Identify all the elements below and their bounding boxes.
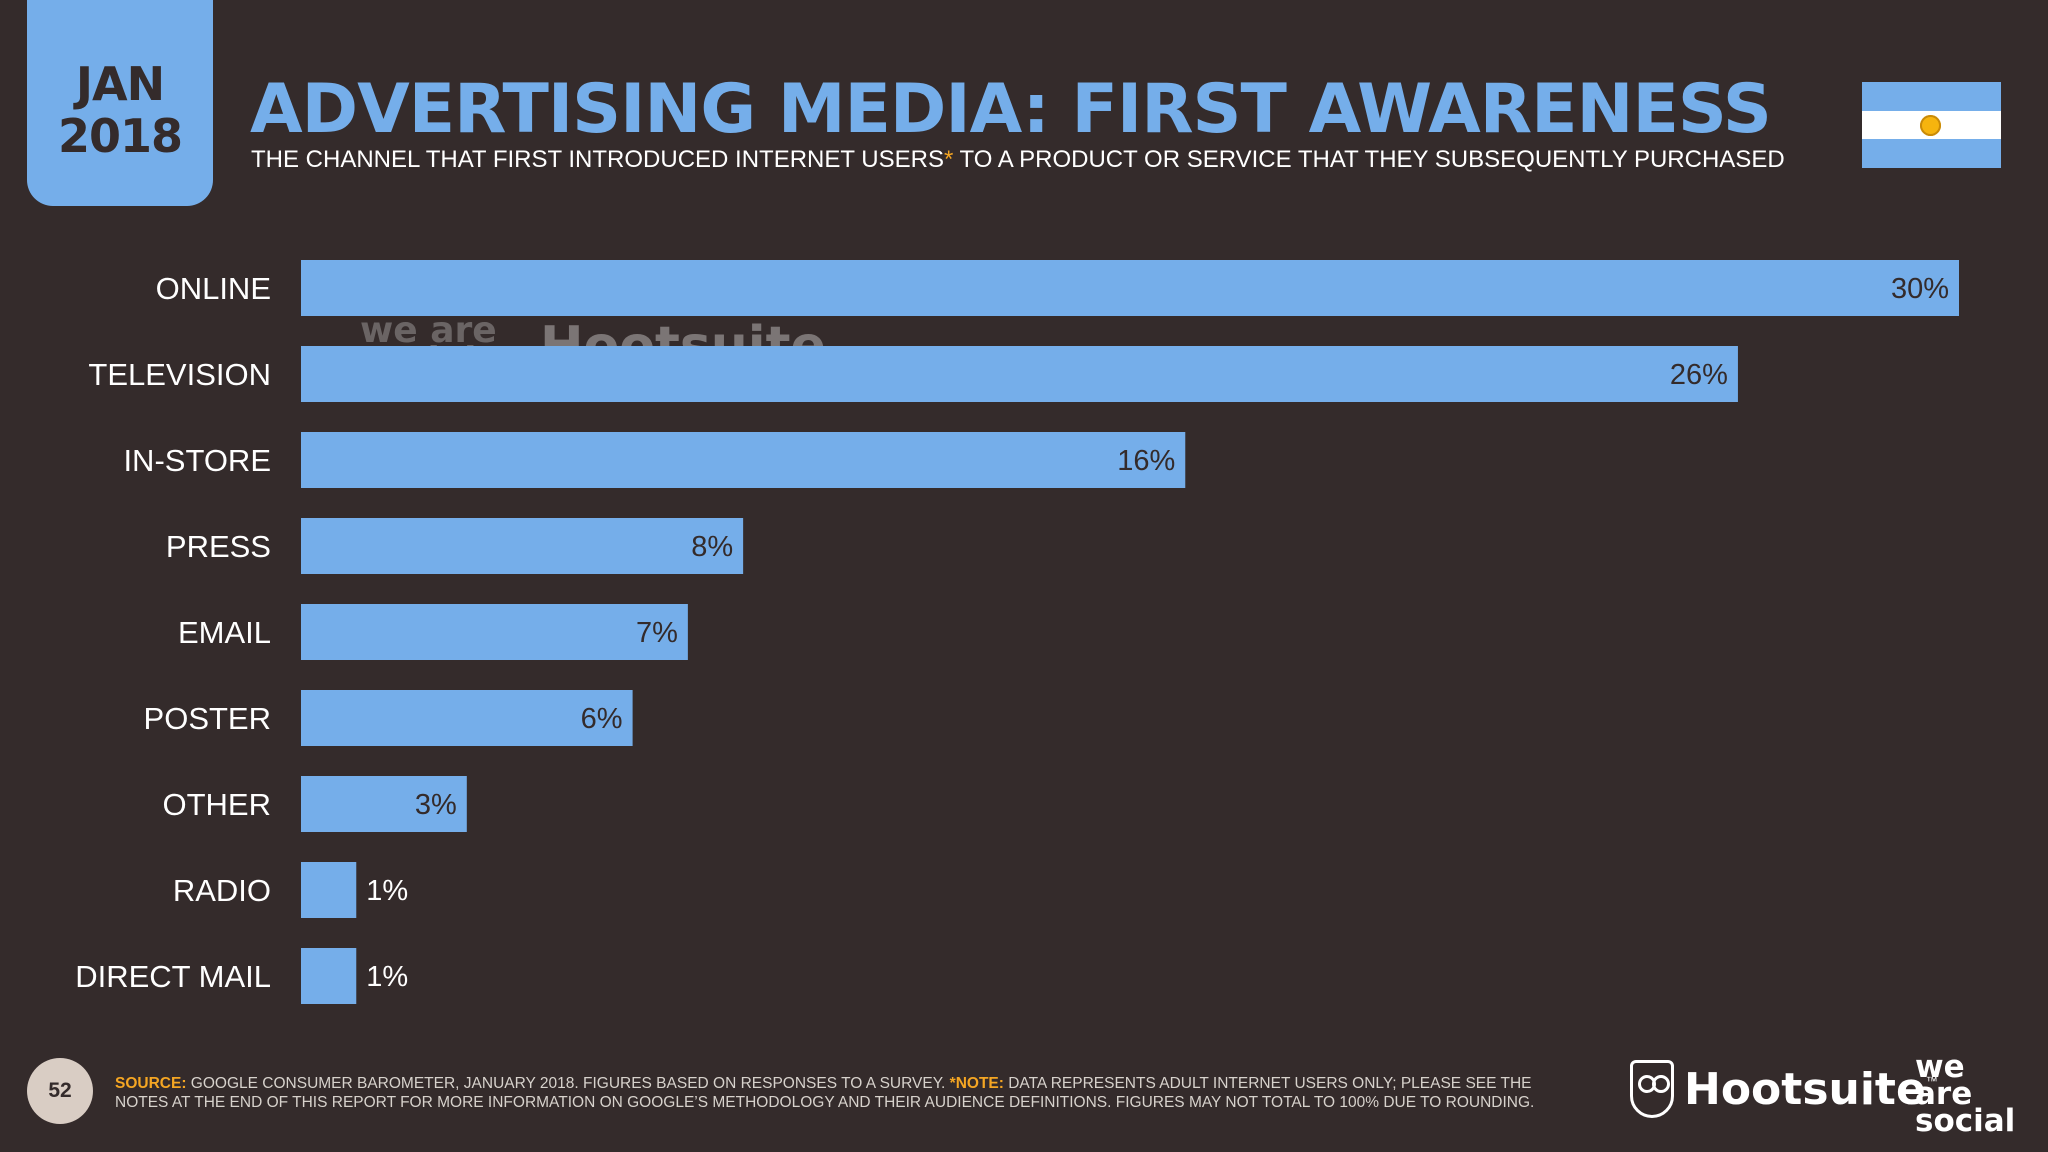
subtitle-asterisk: * — [943, 146, 954, 173]
page-subtitle: THE CHANNEL THAT FIRST INTRODUCED INTERN… — [251, 146, 1785, 174]
date-month: JAN — [75, 57, 165, 111]
bar-online — [301, 260, 1959, 316]
category-label: EMAIL — [178, 615, 271, 650]
category-label: IN-STORE — [123, 443, 271, 478]
note-text: DATA REPRESENTS ADULT INTERNET USERS ONL… — [115, 1075, 1535, 1111]
bar-in-store — [301, 432, 1186, 488]
flag-sun-icon — [1920, 115, 1941, 136]
argentina-flag-icon — [1862, 82, 2001, 168]
subtitle-text-start: THE CHANNEL THAT FIRST INTRODUCED INTERN… — [251, 146, 944, 173]
category-label: ONLINE — [156, 271, 271, 306]
date-tab: JAN 2018 — [27, 0, 213, 206]
bar-radio — [301, 862, 357, 918]
bar-other — [301, 776, 467, 832]
value-label: 8% — [691, 531, 733, 563]
page-title: ADVERTISING MEDIA: FIRST AWARENESS — [250, 70, 1772, 149]
hootsuite-logo: Hootsuite ™ — [1630, 1060, 1938, 1118]
was-logo-line-1: we — [1915, 1049, 1965, 1085]
value-label: 26% — [1670, 359, 1728, 391]
owl-icon — [1630, 1060, 1674, 1118]
was-logo-line-3: social — [1915, 1103, 2016, 1139]
value-label: 1% — [366, 961, 408, 993]
category-label: RADIO — [173, 873, 271, 908]
bar-television — [301, 346, 1738, 402]
source-label: SOURCE: — [115, 1075, 187, 1092]
was-logo-line-2: are — [1915, 1076, 1973, 1112]
subtitle-text-end: TO A PRODUCT OR SERVICE THAT THEY SUBSEQ… — [953, 146, 1785, 173]
value-label: 3% — [415, 789, 457, 821]
bar-poster — [301, 690, 633, 746]
value-label: 30% — [1891, 273, 1949, 305]
bar-chart: ONLINE 30% TELEVISION 26% IN-STORE 16% PRESS 8%… — [75, 260, 1959, 1004]
category-label: OTHER — [163, 787, 272, 822]
category-label: TELEVISION — [88, 357, 271, 392]
footnote: SOURCE: GOOGLE CONSUMER BAROMETER, JANUA… — [115, 1074, 1565, 1112]
category-label: DIRECT MAIL — [75, 959, 271, 994]
category-label: POSTER — [144, 701, 271, 736]
note-label: *NOTE: — [949, 1075, 1004, 1092]
value-label: 6% — [581, 703, 623, 735]
value-label: 16% — [1117, 445, 1175, 477]
bar-direct-mail — [301, 948, 357, 1004]
page-number: 52 — [27, 1058, 93, 1124]
hootsuite-logo-text: Hootsuite — [1684, 1063, 1926, 1115]
bar-email — [301, 604, 688, 660]
category-label: PRESS — [166, 529, 271, 564]
we-are-social-logo: we are social — [1915, 1049, 2025, 1139]
bar-press — [301, 518, 744, 574]
value-label: 1% — [366, 875, 408, 907]
trademark-symbol: ™ — [1925, 1074, 1938, 1088]
value-label: 7% — [636, 617, 678, 649]
date-year: 2018 — [57, 109, 183, 163]
source-text: GOOGLE CONSUMER BAROMETER, JANUARY 2018.… — [186, 1075, 950, 1092]
